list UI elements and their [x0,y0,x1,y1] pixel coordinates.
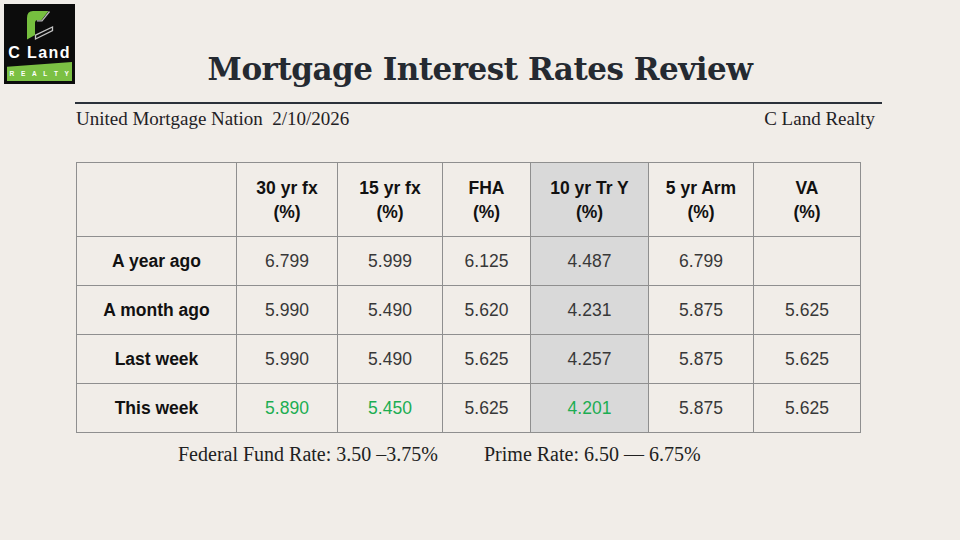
cell: 5.625 [754,335,861,384]
row-label: A year ago [77,237,237,286]
page-title: Mortgage Interest Rates Review [0,51,960,87]
cell: 5.875 [649,384,754,433]
col-header-30yr: 30 yr fx(%) [237,163,338,237]
cell: 4.257 [531,335,649,384]
cell: 5.620 [443,286,531,335]
title-divider [75,102,882,104]
company-name: C Land Realty [764,108,875,130]
col-header-fha: FHA(%) [443,163,531,237]
cell: 5.625 [754,384,861,433]
cell: 5.625 [443,335,531,384]
cell [754,237,861,286]
cell: 5.490 [338,286,443,335]
cell: 4.231 [531,286,649,335]
fed-fund-rate-value: 3.50 –3.75% [336,443,438,465]
table-header-row: 30 yr fx(%) 15 yr fx(%) FHA(%) 10 yr Tr … [77,163,861,237]
source-and-date: United Mortgage Nation 2/10/2026 [76,108,349,130]
cell: 6.125 [443,237,531,286]
col-header-va: VA(%) [754,163,861,237]
cell-highlight-green: 5.890 [237,384,338,433]
corner-cell [77,163,237,237]
cell: 5.875 [649,335,754,384]
cell: 5.990 [237,286,338,335]
cell-highlight-green: 5.450 [338,384,443,433]
c-land-logo-icon [24,10,56,44]
prime-rate-value: 6.50 — 6.75% [584,443,701,465]
cell: 5.625 [443,384,531,433]
cell: 6.799 [237,237,338,286]
cell: 6.799 [649,237,754,286]
cell-highlight-green: 4.201 [531,384,649,433]
row-label: Last week [77,335,237,384]
row-label: This week [77,384,237,433]
prime-rate-label: Prime Rate: [484,443,579,465]
cell: 5.490 [338,335,443,384]
rates-footnote: Federal Fund Rate: 3.50 –3.75% Prime Rat… [178,443,701,466]
col-header-10yr-treasury: 10 yr Tr Y(%) [531,163,649,237]
rates-table: 30 yr fx(%) 15 yr fx(%) FHA(%) 10 yr Tr … [76,162,861,433]
table-row-last-week: Last week 5.990 5.490 5.625 4.257 5.875 … [77,335,861,384]
table-row-year-ago: A year ago 6.799 5.999 6.125 4.487 6.799 [77,237,861,286]
cell: 4.487 [531,237,649,286]
table-row-this-week: This week 5.890 5.450 5.625 4.201 5.875 … [77,384,861,433]
col-header-15yr: 15 yr fx(%) [338,163,443,237]
fed-fund-rate-label: Federal Fund Rate: [178,443,331,465]
table-row-month-ago: A month ago 5.990 5.490 5.620 4.231 5.87… [77,286,861,335]
cell: 5.625 [754,286,861,335]
cell: 5.990 [237,335,338,384]
cell: 5.875 [649,286,754,335]
col-header-5yr-arm: 5 yr Arm(%) [649,163,754,237]
row-label: A month ago [77,286,237,335]
cell: 5.999 [338,237,443,286]
